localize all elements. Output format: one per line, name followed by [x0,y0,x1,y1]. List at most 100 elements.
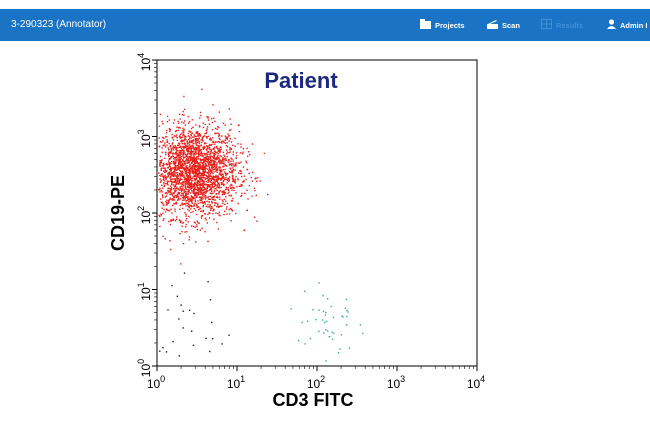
event-point [194,192,196,194]
event-point [188,209,190,212]
event-point [176,154,179,157]
nav-results[interactable]: Results [541,9,583,41]
event-point [167,309,169,311]
event-point [189,167,192,170]
event-point [213,218,215,220]
event-point [217,155,219,157]
event-point [212,175,215,177]
event-point [190,141,192,144]
event-point [191,152,193,155]
event-point [182,155,184,157]
event-point [205,163,207,166]
event-point [189,197,191,199]
event-point [183,169,185,171]
event-point [203,146,206,149]
event-point [182,140,184,142]
x-tick-label: 103 [387,374,405,391]
event-point [228,334,230,336]
event-point [204,162,206,165]
event-point [175,151,177,153]
event-point [210,209,212,211]
event-point [197,132,199,134]
event-point [170,188,173,191]
event-point [199,158,201,160]
event-point [203,172,205,174]
event-point [217,184,219,186]
event-point [196,141,198,143]
event-point [199,177,201,179]
event-point [199,111,202,114]
event-point [315,318,317,321]
event-point [222,140,225,142]
event-point [178,178,180,181]
event-point [199,183,201,186]
top-navbar: 3-290323 (Annotator) Projects Scan Resul… [0,9,650,41]
event-point [192,140,195,142]
event-point [174,208,176,210]
event-point [165,191,168,194]
event-point [200,168,202,170]
event-point [167,174,170,177]
event-point [161,147,163,149]
event-point [207,170,210,172]
event-point [192,205,195,207]
nav-admin[interactable]: Admin I [607,9,648,41]
event-point [183,189,185,191]
event-point [189,141,191,143]
event-point [231,170,233,172]
data-points [158,88,364,362]
nav-projects[interactable]: Projects [420,9,465,41]
event-point [202,168,205,170]
event-point [223,190,225,192]
event-point [175,148,177,150]
event-point [216,189,218,192]
event-point [165,195,168,197]
nav-scan[interactable]: Scan [487,9,520,41]
event-point [159,163,161,165]
event-point [179,164,182,167]
event-point [196,144,198,147]
event-point [230,208,233,210]
event-point [175,152,177,154]
x-tick-base: 10 [467,377,481,391]
cd19-positive-population [158,88,269,265]
event-point [325,311,327,314]
event-point [194,202,196,204]
event-point [181,146,183,148]
event-point [195,124,197,126]
event-point [170,168,172,171]
event-point [193,142,195,145]
event-point [181,194,183,196]
event-point [186,199,189,201]
event-point [174,187,176,189]
event-point [165,171,167,173]
event-point [180,151,183,153]
event-point [172,167,174,169]
event-point [207,196,210,198]
event-point [206,145,209,147]
event-point [210,161,212,164]
event-point [249,154,251,156]
event-point [190,159,192,162]
nav-admin-label: Admin I [620,20,648,30]
event-point [220,168,222,171]
event-point [198,174,200,176]
event-point [207,119,210,121]
event-point [202,176,204,179]
event-point [189,164,191,166]
event-point [209,156,211,158]
event-point [192,158,195,160]
event-point [171,180,173,183]
event-point [192,186,195,188]
event-point [194,177,196,180]
event-point [225,145,228,147]
event-point [205,142,207,144]
event-point [198,181,200,183]
event-point [184,171,186,173]
event-point [225,157,227,159]
event-point [185,144,187,146]
event-point [207,190,209,192]
event-point [178,165,180,167]
event-point [176,216,178,218]
event-point [216,178,218,181]
